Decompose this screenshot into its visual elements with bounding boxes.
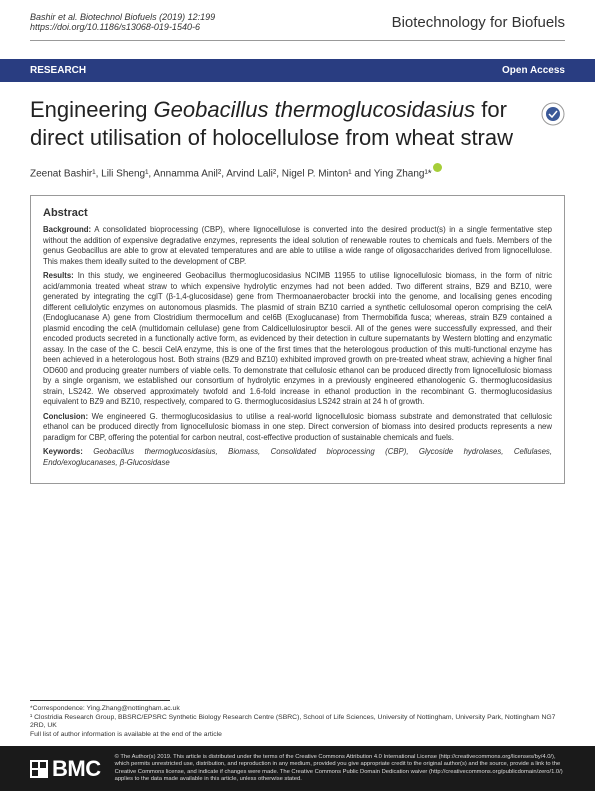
authors-text: Zeenat Bashir¹, Lili Sheng¹, Annamma Ani… xyxy=(30,168,432,179)
footer-bar: BMC © The Author(s) 2019. This article i… xyxy=(0,746,595,791)
title-block: Engineering Geobacillus thermoglucosidas… xyxy=(0,82,595,161)
title-part: Engineering xyxy=(30,97,154,122)
author-info-note: Full list of author information is avail… xyxy=(30,731,565,740)
check-updates-icon[interactable] xyxy=(541,102,565,126)
citation-block: Bashir et al. Biotechnol Biofuels (2019)… xyxy=(30,12,215,32)
doi: https://doi.org/10.1186/s13068-019-1540-… xyxy=(30,22,215,32)
abstract-box: Abstract Background: A consolidated biop… xyxy=(30,195,565,483)
results-label: Results: xyxy=(43,271,74,280)
background-label: Background: xyxy=(43,225,91,234)
keywords-text: Geobacillus thermoglucosidasius, Biomass… xyxy=(43,447,552,467)
research-badge: RESEARCH xyxy=(30,65,86,76)
keywords-label: Keywords: xyxy=(43,447,83,456)
authors-list: Zeenat Bashir¹, Lili Sheng¹, Annamma Ani… xyxy=(0,161,595,191)
abstract-background: Background: A consolidated bioprocessing… xyxy=(43,225,552,267)
correspondence: *Correspondence: Ying.Zhang@nottingham.a… xyxy=(30,705,565,714)
conclusion-text: We engineered G. thermoglucosidasius to … xyxy=(43,412,552,442)
bmc-logo: BMC xyxy=(30,756,101,782)
abstract-heading: Abstract xyxy=(43,206,552,221)
article-title: Engineering Geobacillus thermoglucosidas… xyxy=(30,96,565,151)
affiliation: ¹ Clostridia Research Group, BBSRC/EPSRC… xyxy=(30,714,565,732)
background-text: A consolidated bioprocessing (CBP), wher… xyxy=(43,225,552,266)
abstract-results: Results: In this study, we engineered Ge… xyxy=(43,271,552,408)
abstract-conclusion: Conclusion: We engineered G. thermogluco… xyxy=(43,412,552,444)
bmc-logo-icon xyxy=(30,760,48,778)
abstract-keywords: Keywords: Geobacillus thermoglucosidasiu… xyxy=(43,447,552,468)
conclusion-label: Conclusion: xyxy=(43,412,88,421)
title-italic: Geobacillus thermoglucosidasius xyxy=(154,97,476,122)
footnotes: *Correspondence: Ying.Zhang@nottingham.a… xyxy=(0,703,595,746)
journal-name: Biotechnology for Biofuels xyxy=(392,14,565,31)
orcid-icon[interactable] xyxy=(433,163,442,172)
bmc-text: BMC xyxy=(52,756,101,782)
running-header: Bashir et al. Biotechnol Biofuels (2019)… xyxy=(0,0,595,40)
results-text: In this study, we engineered Geobacillus… xyxy=(43,271,552,406)
open-access-badge: Open Access xyxy=(502,65,565,76)
footnote-rule xyxy=(30,700,170,701)
badge-row: RESEARCH Open Access xyxy=(0,59,595,82)
footer-zone: *Correspondence: Ying.Zhang@nottingham.a… xyxy=(0,700,595,791)
header-rule xyxy=(30,40,565,41)
citation: Bashir et al. Biotechnol Biofuels (2019)… xyxy=(30,12,215,22)
license-text: © The Author(s) 2019. This article is di… xyxy=(115,754,565,783)
